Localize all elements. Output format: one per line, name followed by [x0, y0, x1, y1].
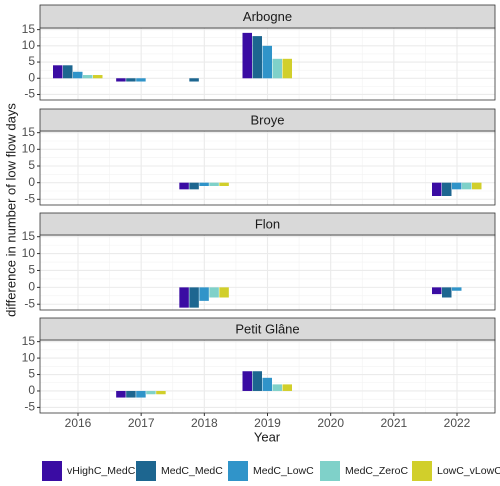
bar — [209, 182, 219, 186]
bar — [83, 75, 93, 79]
bar — [262, 45, 272, 79]
bar — [136, 78, 146, 82]
legend-swatch — [228, 461, 248, 481]
bar — [432, 287, 442, 295]
strip-title: Flon — [255, 216, 280, 231]
bar — [189, 287, 199, 308]
bar — [126, 390, 136, 398]
y-tick-label: 10 — [22, 38, 36, 52]
bar — [73, 71, 83, 79]
bar — [179, 182, 189, 190]
y-tick-label: 5 — [28, 54, 35, 68]
y-tick-label: 5 — [28, 158, 35, 172]
strip — [39, 212, 496, 236]
y-tick-label: 15 — [22, 334, 36, 348]
y-tick-label: 5 — [28, 367, 35, 381]
x-tick-label: 2019 — [254, 416, 281, 430]
y-tick-label: 5 — [28, 263, 35, 277]
bar — [462, 182, 472, 190]
x-tick-label: 2016 — [65, 416, 92, 430]
y-tick-label: 10 — [22, 142, 36, 156]
y-axis-label: difference in number of low flow days — [3, 103, 18, 317]
y-tick-label: 0 — [28, 383, 35, 397]
x-axis-label: Year — [254, 429, 281, 444]
strip-title: Petit Glâne — [235, 321, 299, 336]
legend-swatch — [136, 461, 156, 481]
strip — [39, 317, 496, 341]
bar — [272, 58, 282, 79]
legend-swatch — [412, 461, 432, 481]
y-tick-label: -5 — [24, 400, 35, 414]
bar — [146, 390, 156, 395]
y-tick-label: 0 — [28, 70, 35, 84]
bar — [242, 371, 252, 391]
bar — [472, 182, 482, 190]
legend-label: vHighC_MedC — [67, 465, 136, 477]
bar — [252, 371, 262, 391]
bar — [282, 384, 292, 391]
bar — [136, 390, 146, 398]
legend-label: MedC_MedC — [161, 465, 223, 477]
bar — [209, 287, 219, 298]
y-tick-label: 10 — [22, 246, 36, 260]
bar — [442, 287, 452, 298]
bar — [262, 377, 272, 391]
y-tick-label: 15 — [22, 229, 36, 243]
strip-title: Broye — [251, 112, 285, 127]
bar — [189, 78, 199, 82]
strip — [39, 108, 496, 132]
y-tick-label: 0 — [28, 280, 35, 294]
bar — [282, 58, 292, 79]
x-tick-label: 2022 — [444, 416, 471, 430]
bar — [93, 75, 103, 79]
bar — [219, 287, 229, 298]
legend-label: MedC_LowC — [253, 465, 314, 477]
y-tick-label: -5 — [24, 296, 35, 310]
x-tick-label: 2020 — [317, 416, 344, 430]
y-tick-label: 15 — [22, 125, 36, 139]
bar — [156, 390, 166, 395]
bar — [116, 390, 126, 398]
legend-label: LowC_vLowC — [437, 465, 500, 477]
bar — [53, 65, 63, 79]
legend-label: MedC_ZeroC — [345, 465, 408, 477]
y-tick-label: 10 — [22, 350, 36, 364]
bar — [252, 36, 262, 79]
strip — [39, 4, 496, 29]
bar — [189, 182, 199, 190]
bar — [242, 32, 252, 79]
bar — [199, 182, 209, 186]
x-tick-label: 2017 — [128, 416, 155, 430]
bar — [219, 182, 229, 186]
legend-swatch — [42, 461, 62, 481]
y-tick-label: -5 — [24, 87, 35, 101]
bar — [116, 78, 126, 82]
y-tick-label: 15 — [22, 22, 36, 36]
bar — [199, 287, 209, 301]
x-tick-label: 2018 — [191, 416, 218, 430]
legend-swatch — [320, 461, 340, 481]
y-tick-label: -5 — [24, 192, 35, 206]
strip-title: Arbogne — [243, 9, 292, 24]
bar — [452, 287, 462, 291]
y-tick-label: 0 — [28, 175, 35, 189]
x-tick-label: 2021 — [380, 416, 407, 430]
bar — [179, 287, 189, 308]
bar — [126, 78, 136, 82]
bar — [452, 182, 462, 190]
bar — [442, 182, 452, 196]
bar — [432, 182, 442, 196]
bar — [272, 384, 282, 391]
bar — [63, 65, 73, 79]
